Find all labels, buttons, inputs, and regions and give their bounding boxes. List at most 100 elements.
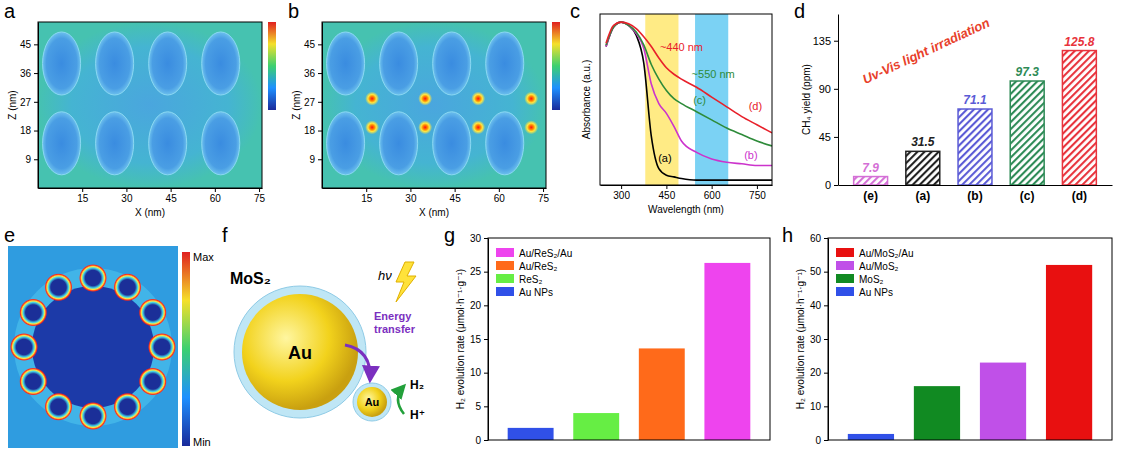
particle xyxy=(327,32,365,95)
tick-mark xyxy=(318,131,322,132)
tick-mark xyxy=(834,89,838,90)
data-label: 71.1 xyxy=(963,93,987,107)
tick-mark xyxy=(824,406,828,407)
tick: 27 xyxy=(304,97,322,108)
axis-title: Z (nm) xyxy=(291,90,302,119)
particle xyxy=(202,32,240,95)
axis: 0102030405060 xyxy=(810,233,829,446)
tick-mark xyxy=(757,185,758,189)
tick-label: 450 xyxy=(659,190,676,201)
axis-line xyxy=(39,188,263,189)
axis-title: X (nm) xyxy=(135,207,165,218)
hot-spot xyxy=(418,120,432,134)
tick-label: 15 xyxy=(77,193,89,204)
core-label: Au xyxy=(288,343,312,363)
plot-frame xyxy=(322,22,546,188)
tick-label: (b) xyxy=(967,189,982,203)
tick-mark xyxy=(484,373,488,374)
shell xyxy=(234,286,366,418)
tick: 50 xyxy=(810,266,828,277)
panel-label: d xyxy=(794,0,805,22)
tick: 0 xyxy=(475,435,488,446)
color-bar-label: Max xyxy=(193,251,214,263)
tick-mark xyxy=(126,188,127,192)
tick-label: 135 xyxy=(813,35,831,47)
tick-mark xyxy=(824,238,828,239)
bar xyxy=(1010,81,1044,185)
tick-label: 20 xyxy=(470,300,482,311)
tick-label: 45 xyxy=(819,131,831,143)
bar xyxy=(958,109,992,185)
tick: 45 xyxy=(819,131,838,143)
tick-label: 0 xyxy=(815,435,821,446)
particle xyxy=(433,32,471,95)
field-background xyxy=(8,246,178,448)
axis: 918273645 xyxy=(304,23,323,189)
plot-area xyxy=(322,22,546,188)
tick: 15 xyxy=(470,334,488,345)
bar xyxy=(1046,265,1092,440)
tick-mark xyxy=(410,188,411,192)
tick-label: 30 xyxy=(810,334,822,345)
tick: 75 xyxy=(254,188,266,204)
bar xyxy=(914,386,960,440)
tick: 300 xyxy=(613,185,630,201)
axis: 918273645 xyxy=(20,23,39,189)
axis-title: Absorbance (a.u.) xyxy=(581,60,592,140)
bar xyxy=(848,434,894,440)
annotation: (b) xyxy=(744,149,757,161)
tick-label: 45 xyxy=(166,193,178,204)
tick-label: 9 xyxy=(25,154,31,165)
tick-label: 9 xyxy=(309,154,315,165)
particle xyxy=(114,273,142,301)
particle xyxy=(45,273,73,301)
tick-label: 5 xyxy=(475,401,481,412)
hot-spot xyxy=(418,92,432,106)
tick-mark xyxy=(318,102,322,103)
tick: (c) xyxy=(1020,189,1035,203)
legend-label: Au/MoS₂ xyxy=(859,261,899,272)
hot-spot xyxy=(471,92,485,106)
tick: 0 xyxy=(825,179,838,191)
tick: 15 xyxy=(361,188,373,204)
tick-label: 300 xyxy=(613,190,630,201)
annotation: (a) xyxy=(658,152,671,164)
axis-line xyxy=(323,188,547,189)
bar xyxy=(906,151,940,185)
tick-mark xyxy=(215,188,216,192)
bar xyxy=(854,177,888,185)
panel-label: g xyxy=(444,224,455,246)
core xyxy=(242,294,358,410)
tick-label: 90 xyxy=(819,83,831,95)
particle xyxy=(43,112,81,175)
tick: 20 xyxy=(810,367,828,378)
legend-label: MoS₂ xyxy=(859,274,884,285)
bar xyxy=(1062,51,1096,185)
axis-title: X (nm) xyxy=(419,207,449,218)
tick-label: 75 xyxy=(538,193,550,204)
axis-line xyxy=(38,23,39,189)
particle xyxy=(327,112,365,175)
axis: 051015202530 xyxy=(470,233,489,446)
tick-label: 60 xyxy=(810,233,822,244)
tick: 45 xyxy=(304,39,322,50)
particle xyxy=(380,32,418,95)
light-bolt xyxy=(396,262,416,302)
tick-label: 25 xyxy=(470,266,482,277)
particle xyxy=(114,393,142,421)
tick: (a) xyxy=(915,189,930,203)
field-background xyxy=(38,22,262,188)
tick-mark xyxy=(824,305,828,306)
panel-label: f xyxy=(222,224,228,246)
tick-label: 27 xyxy=(20,97,32,108)
data-label: 7.9 xyxy=(862,161,879,175)
axis: 0 45 90 135 xyxy=(813,15,839,192)
tick-label: 75 xyxy=(254,193,266,204)
product-label: H₂ xyxy=(410,378,424,392)
legend-swatch xyxy=(836,274,854,283)
axis-line xyxy=(601,185,773,186)
particle xyxy=(380,112,418,175)
tick-mark xyxy=(484,305,488,306)
tick: 600 xyxy=(704,185,721,201)
tick: 60 xyxy=(810,233,828,244)
